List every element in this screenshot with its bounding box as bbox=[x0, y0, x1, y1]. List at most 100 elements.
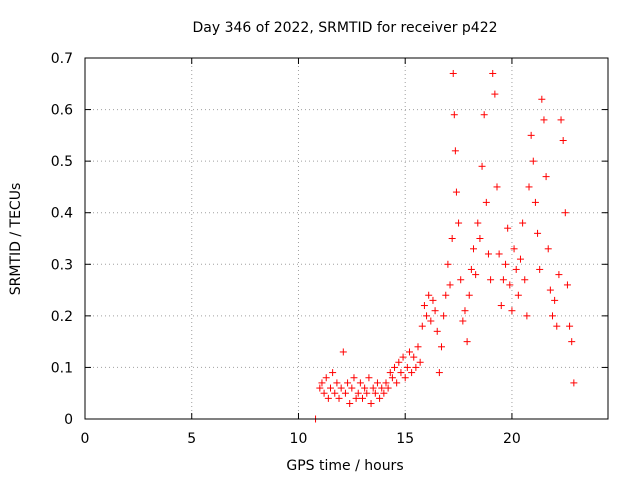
data-point bbox=[318, 379, 326, 387]
data-point bbox=[493, 183, 501, 191]
plot-frame bbox=[84, 57, 609, 420]
data-point bbox=[420, 302, 428, 310]
data-point bbox=[497, 302, 505, 310]
data-point bbox=[521, 276, 529, 284]
data-point bbox=[440, 312, 448, 320]
data-point bbox=[557, 116, 565, 124]
data-point bbox=[450, 111, 458, 119]
data-point bbox=[512, 265, 520, 273]
data-point bbox=[359, 394, 367, 402]
data-point bbox=[399, 353, 407, 361]
data-point bbox=[331, 389, 339, 397]
data-point bbox=[378, 384, 386, 392]
y-tick-label: 0.4 bbox=[51, 206, 73, 222]
data-point bbox=[356, 379, 364, 387]
data-point bbox=[527, 131, 535, 139]
y-tick-label: 0.5 bbox=[51, 154, 73, 170]
data-point bbox=[350, 374, 358, 382]
data-point bbox=[506, 281, 514, 289]
data-point bbox=[386, 369, 394, 377]
data-point bbox=[373, 379, 381, 387]
data-point bbox=[470, 245, 478, 253]
data-point bbox=[341, 389, 349, 397]
data-point bbox=[427, 317, 435, 325]
data-point bbox=[382, 379, 390, 387]
data-point bbox=[354, 389, 362, 397]
x-axis-label: GPS time / hours bbox=[286, 458, 403, 474]
data-point bbox=[344, 379, 352, 387]
data-point bbox=[380, 389, 388, 397]
data-point bbox=[337, 384, 345, 392]
data-point bbox=[361, 384, 369, 392]
data-point bbox=[367, 400, 375, 408]
data-point bbox=[480, 111, 488, 119]
data-point bbox=[474, 219, 482, 227]
data-point bbox=[333, 379, 341, 387]
data-point bbox=[499, 276, 507, 284]
data-point bbox=[410, 353, 418, 361]
data-point bbox=[568, 338, 576, 346]
data-point bbox=[320, 389, 328, 397]
data-point bbox=[570, 379, 578, 387]
data-point bbox=[519, 219, 527, 227]
data-point bbox=[559, 137, 567, 145]
data-point bbox=[544, 245, 552, 253]
data-point bbox=[551, 296, 559, 304]
data-point bbox=[540, 116, 548, 124]
data-point bbox=[414, 343, 422, 351]
data-point bbox=[429, 296, 437, 304]
data-point bbox=[463, 338, 471, 346]
data-point bbox=[449, 69, 457, 77]
data-point bbox=[405, 348, 413, 356]
data-point bbox=[491, 90, 499, 98]
data-point bbox=[423, 312, 431, 320]
x-tick-label: 20 bbox=[503, 431, 521, 447]
data-point bbox=[446, 281, 454, 289]
ticks-layer: 0 5 10 15 20 0 0.1 0.2 0.3 0.4 0.5 0.6 0.7 bbox=[51, 51, 608, 447]
data-point bbox=[482, 198, 490, 206]
data-point bbox=[504, 224, 512, 232]
data-point bbox=[495, 250, 503, 258]
data-point bbox=[487, 276, 495, 284]
x-tick-label: 15 bbox=[396, 431, 414, 447]
data-point bbox=[514, 291, 522, 299]
x-tick-label: 0 bbox=[81, 431, 90, 447]
data-point bbox=[472, 271, 480, 279]
y-tick-label: 0 bbox=[64, 412, 73, 428]
data-point bbox=[451, 147, 459, 155]
y-tick-label: 0.1 bbox=[51, 360, 73, 376]
data-point bbox=[326, 384, 334, 392]
data-point bbox=[455, 219, 463, 227]
data-point bbox=[384, 384, 392, 392]
data-point bbox=[563, 281, 571, 289]
data-point bbox=[476, 235, 484, 242]
data-point bbox=[388, 374, 396, 382]
y-tick-label: 0.6 bbox=[51, 103, 73, 119]
data-point bbox=[548, 312, 556, 320]
data-point bbox=[561, 209, 569, 217]
data-point bbox=[546, 286, 554, 294]
x-tick-label: 10 bbox=[290, 431, 308, 447]
data-point bbox=[376, 394, 384, 402]
grid-layer bbox=[85, 58, 608, 419]
data-point bbox=[435, 369, 443, 377]
data-point bbox=[465, 291, 473, 299]
data-point bbox=[346, 400, 354, 408]
data-point bbox=[431, 307, 439, 315]
data-point bbox=[461, 307, 469, 315]
data-point bbox=[538, 95, 546, 103]
points-layer bbox=[312, 69, 578, 423]
data-point bbox=[363, 389, 371, 397]
data-point bbox=[553, 322, 561, 330]
data-point bbox=[508, 307, 516, 315]
y-tick-label: 0.2 bbox=[51, 309, 73, 325]
data-point bbox=[412, 363, 420, 371]
data-point bbox=[393, 379, 401, 387]
data-point bbox=[484, 250, 492, 258]
data-point bbox=[403, 363, 411, 371]
y-tick-label: 0.3 bbox=[51, 257, 73, 273]
data-point bbox=[322, 374, 330, 382]
data-point bbox=[391, 363, 399, 371]
data-point bbox=[335, 394, 343, 402]
